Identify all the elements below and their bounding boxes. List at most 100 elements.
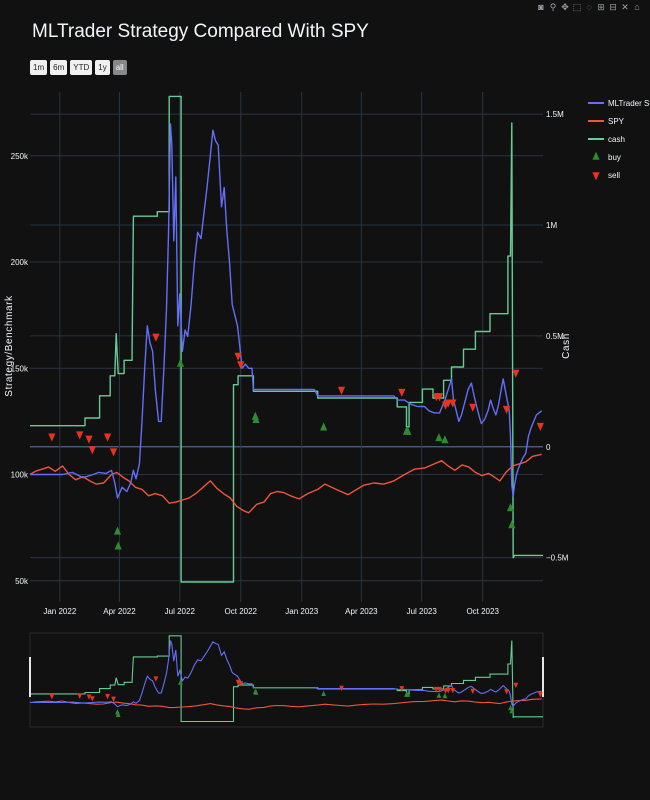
range-buy-marker bbox=[178, 679, 183, 685]
range-sell-marker bbox=[77, 693, 83, 699]
buy-marker bbox=[441, 435, 449, 444]
range-sell-marker bbox=[537, 692, 543, 698]
buy-marker bbox=[508, 520, 516, 529]
grid bbox=[30, 92, 543, 602]
range-sell-marker bbox=[153, 676, 159, 682]
y2-tick-label: −0.5M bbox=[546, 554, 569, 563]
range-sell-marker bbox=[105, 693, 110, 700]
range-button-1y[interactable]: 1y bbox=[95, 60, 110, 75]
range-buy-marker bbox=[436, 692, 442, 698]
sell-marker bbox=[237, 361, 245, 370]
y-tick-label: 100k bbox=[11, 471, 29, 480]
legend-label-sell: sell bbox=[608, 171, 620, 180]
lasso-select-icon[interactable]: ◌ bbox=[586, 2, 592, 12]
y2-tick-label: 1.5M bbox=[546, 110, 564, 119]
chart-title: MLTrader Strategy Compared With SPY bbox=[32, 21, 369, 42]
x-tick-label: Oct 2023 bbox=[466, 607, 499, 616]
y-tick-label: 250k bbox=[11, 152, 29, 161]
legend-swatch-buy bbox=[592, 151, 600, 160]
range-sell-marker bbox=[513, 682, 519, 689]
range-sell-marker bbox=[437, 686, 443, 693]
range-button-1m[interactable]: 1m bbox=[30, 60, 48, 75]
range-slider[interactable] bbox=[29, 632, 544, 728]
buy-marker bbox=[176, 358, 185, 367]
range-sell-marker bbox=[433, 686, 439, 693]
range-buy-marker bbox=[405, 691, 411, 697]
buy-marker bbox=[114, 541, 122, 550]
range-sell-marker bbox=[339, 685, 344, 692]
zoom-icon[interactable]: ⚲ bbox=[549, 2, 557, 12]
x-tick-label: Apr 2023 bbox=[345, 607, 378, 616]
range-sell-marker bbox=[238, 681, 244, 687]
x-tick-label: Jul 2023 bbox=[407, 607, 438, 616]
range-buy-marker bbox=[442, 692, 448, 699]
range-sell-marker bbox=[111, 696, 116, 702]
sell-marker bbox=[536, 422, 544, 432]
buy-marker bbox=[320, 422, 328, 431]
sell-marker bbox=[88, 446, 96, 455]
box-select-icon[interactable]: ⬚ bbox=[572, 2, 582, 12]
range-button-ytd[interactable]: YTD bbox=[70, 60, 93, 75]
x-tick-label: Oct 2022 bbox=[225, 607, 258, 616]
range-buy-marker bbox=[509, 707, 515, 714]
range-handle-right bbox=[542, 657, 544, 697]
sell-marker bbox=[449, 399, 457, 408]
axes: 50k 100k 150k 200k 250k −0.5M 0 0.5M 1M 1.5M Jan 2… bbox=[11, 110, 569, 616]
y-tick-label: 50k bbox=[15, 577, 29, 586]
zoom-in-icon[interactable]: ⊞ bbox=[597, 2, 605, 12]
buy-marker bbox=[435, 432, 443, 442]
range-button-6m[interactable]: 6m bbox=[50, 60, 68, 75]
range-sell-marker bbox=[450, 687, 456, 694]
range-sell-marker bbox=[86, 694, 92, 700]
range-sell-marker bbox=[470, 688, 476, 695]
legend: MLTrader Strategy SPY cash buy sell bbox=[588, 99, 650, 181]
sell-marker bbox=[85, 435, 93, 444]
series-line-spy bbox=[29, 453, 542, 514]
range-buy-marker bbox=[115, 711, 121, 718]
zoom-out-icon[interactable]: ⊟ bbox=[609, 2, 617, 12]
y2-tick-label: 0.5M bbox=[546, 332, 564, 341]
sell-marker bbox=[502, 405, 511, 415]
sell-marker bbox=[109, 448, 118, 457]
buy-marker bbox=[252, 414, 260, 424]
sell-marker bbox=[234, 352, 242, 361]
series-line-mltrader-strategy bbox=[30, 123, 543, 499]
trade-markers bbox=[48, 333, 544, 550]
range-handle-left bbox=[29, 657, 31, 697]
y-tick-label: 150k bbox=[11, 364, 29, 373]
legend-label-mltrader-strategy: MLTrader Strategy bbox=[608, 99, 650, 108]
buy-marker bbox=[113, 526, 122, 535]
sell-marker bbox=[398, 388, 406, 398]
range-selector: 1m 6m YTD 1y all bbox=[30, 60, 127, 75]
x-tick-label: Apr 2022 bbox=[103, 607, 136, 616]
range-button-all[interactable]: all bbox=[112, 60, 127, 75]
reset-axes-icon[interactable]: ⌂ bbox=[634, 2, 640, 12]
pan-icon[interactable]: ✥ bbox=[561, 2, 569, 12]
sell-marker bbox=[469, 403, 477, 412]
range-sell-marker bbox=[399, 686, 405, 692]
legend-swatch-sell bbox=[592, 172, 600, 181]
buy-marker bbox=[404, 426, 412, 435]
camera-icon[interactable]: ◙ bbox=[538, 2, 544, 12]
sell-marker bbox=[337, 386, 346, 395]
range-buy-marker bbox=[253, 689, 259, 695]
y2-tick-label: 0 bbox=[546, 443, 551, 452]
sell-marker bbox=[512, 369, 520, 378]
range-sell-marker bbox=[445, 687, 451, 694]
series-line-cash bbox=[30, 95, 543, 583]
range-buy-marker bbox=[321, 690, 327, 697]
autoscale-icon[interactable]: ✕ bbox=[621, 2, 629, 12]
y2-tick-label: 1M bbox=[546, 221, 557, 230]
range-sell-marker bbox=[504, 689, 509, 695]
range-sell-marker bbox=[235, 679, 241, 686]
sell-marker bbox=[76, 431, 84, 440]
chart-toolbar: ◙ ⚲ ✥ ⬚ ◌ ⊞ ⊟ ✕ ⌂ bbox=[536, 2, 642, 12]
x-tick-label: Jul 2022 bbox=[165, 607, 196, 616]
sell-marker bbox=[103, 433, 112, 442]
range-line-spy bbox=[29, 698, 542, 710]
sell-marker bbox=[444, 399, 452, 408]
y-tick-label: 200k bbox=[11, 258, 29, 267]
y2-axis-label: Cash bbox=[561, 333, 572, 359]
series-lines bbox=[29, 95, 543, 583]
range-sell-marker bbox=[49, 693, 55, 700]
